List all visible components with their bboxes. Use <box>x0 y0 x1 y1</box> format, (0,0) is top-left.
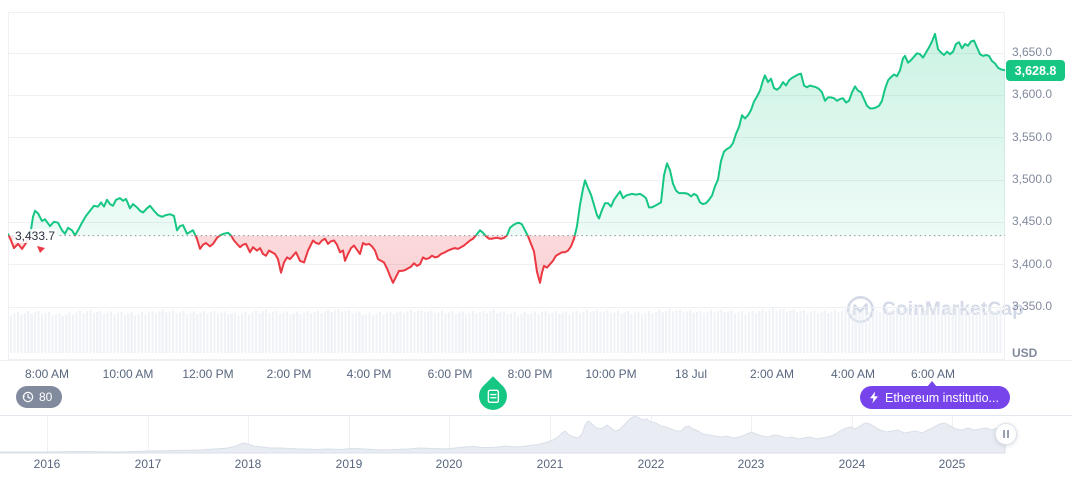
navigator-year-label: 2021 <box>536 457 564 471</box>
red-event-arrow-icon <box>37 246 45 253</box>
time-tick-label: 6:00 PM <box>427 367 473 381</box>
navigator-year-label: 2025 <box>938 457 966 471</box>
navigator-year-label: 2016 <box>33 457 61 471</box>
drag-handle-icon <box>1003 430 1005 438</box>
time-tick-label: 10:00 PM <box>585 367 637 381</box>
navigator-drag-handle[interactable] <box>995 423 1017 445</box>
price-tick-label: 3,550.0 <box>1012 130 1053 144</box>
time-tick-label: 4:00 PM <box>346 367 392 381</box>
ethereum-event-badge[interactable]: Ethereum institutio... <box>860 381 1010 409</box>
price-tick-label: 3,600.0 <box>1012 87 1053 101</box>
time-tick-label: 8:00 PM <box>507 367 553 381</box>
history-count: 80 <box>39 390 53 404</box>
baseline-value-label: 3,433.7 <box>13 229 58 243</box>
navigator-year-label: 2024 <box>838 457 866 471</box>
navigator-year-label: 2017 <box>134 457 162 471</box>
lightning-bolt-icon <box>870 391 878 404</box>
event-badge-label: Ethereum institutio... <box>885 390 999 405</box>
price-tick-label: 3,450.0 <box>1012 214 1053 228</box>
navigator-year-label: 2020 <box>435 457 463 471</box>
news-event-marker[interactable] <box>473 376 513 416</box>
navigator-year-label: 2018 <box>234 457 262 471</box>
price-tick-label: 3,350.0 <box>1012 299 1053 313</box>
current-price-badge: 3,628.8 <box>1006 60 1065 81</box>
news-document-icon <box>487 389 499 403</box>
time-tick-label: 8:00 AM <box>24 367 70 381</box>
navigator-year-label: 2019 <box>335 457 363 471</box>
time-tick-label: 2:00 AM <box>749 367 795 381</box>
price-tick-label: 3,400.0 <box>1012 257 1053 271</box>
price-tick-label: 3,500.0 <box>1012 172 1053 186</box>
time-tick-label: 12:00 PM <box>182 367 234 381</box>
time-tick-label: 6:00 AM <box>910 367 956 381</box>
navigator-year-label: 2023 <box>737 457 765 471</box>
clock-history-icon <box>22 391 34 403</box>
price-axis-unit: USD <box>1012 346 1038 360</box>
history-count-badge[interactable]: 80 <box>16 386 63 408</box>
navigator-year-label: 2022 <box>637 457 665 471</box>
time-tick-label: 18 Jul <box>674 367 708 381</box>
price-tick-label: 3,650.0 <box>1012 45 1053 59</box>
time-tick-label: 2:00 PM <box>266 367 312 381</box>
time-tick-label: 4:00 AM <box>830 367 876 381</box>
time-tick-label: 10:00 AM <box>102 367 154 381</box>
